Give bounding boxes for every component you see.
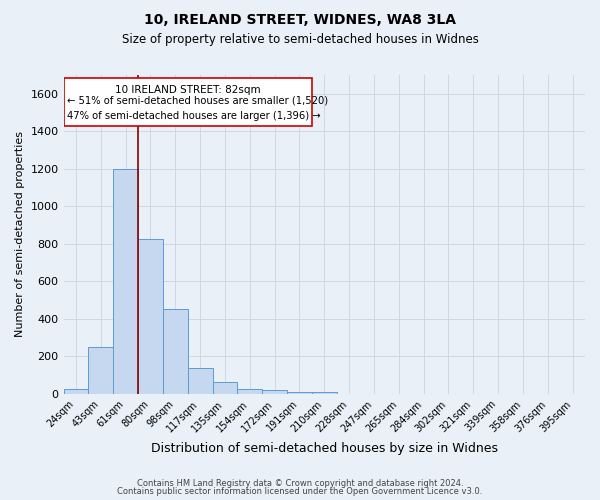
- Y-axis label: Number of semi-detached properties: Number of semi-detached properties: [15, 132, 25, 338]
- Text: Contains public sector information licensed under the Open Government Licence v3: Contains public sector information licen…: [118, 487, 482, 496]
- Bar: [238, 388, 262, 394]
- FancyBboxPatch shape: [64, 78, 312, 126]
- X-axis label: Distribution of semi-detached houses by size in Widnes: Distribution of semi-detached houses by …: [151, 442, 498, 455]
- Text: 10, IRELAND STREET, WIDNES, WA8 3LA: 10, IRELAND STREET, WIDNES, WA8 3LA: [144, 12, 456, 26]
- Bar: [188, 368, 212, 394]
- Text: 10 IRELAND STREET: 82sqm: 10 IRELAND STREET: 82sqm: [115, 85, 260, 95]
- Bar: [262, 390, 287, 394]
- Text: 47% of semi-detached houses are larger (1,396) →: 47% of semi-detached houses are larger (…: [67, 111, 321, 121]
- Bar: [163, 310, 188, 394]
- Text: ← 51% of semi-detached houses are smaller (1,520): ← 51% of semi-detached houses are smalle…: [67, 96, 328, 106]
- Text: Contains HM Land Registry data © Crown copyright and database right 2024.: Contains HM Land Registry data © Crown c…: [137, 478, 463, 488]
- Bar: [88, 347, 113, 394]
- Bar: [113, 169, 138, 394]
- Text: Size of property relative to semi-detached houses in Widnes: Size of property relative to semi-detach…: [122, 32, 478, 46]
- Bar: [312, 392, 337, 394]
- Bar: [64, 388, 88, 394]
- Bar: [138, 239, 163, 394]
- Bar: [287, 392, 312, 394]
- Bar: [212, 382, 238, 394]
